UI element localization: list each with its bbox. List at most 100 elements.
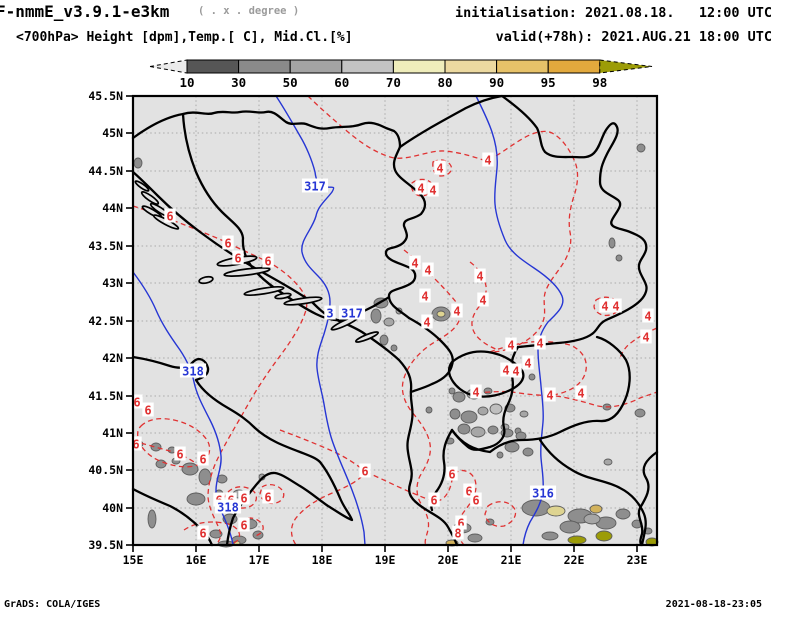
height-contour-label-text: 317 — [341, 307, 363, 321]
temp-contour-label-text: 6 — [144, 404, 151, 418]
temp-contour-label-text: 4 — [484, 154, 491, 168]
axis-labels: 15E 16E 17E 18E 19E 20E 21E 22E 23E 45.5N 45N 44.5N… — [88, 89, 647, 567]
colorbar-tick-label: 60 — [334, 75, 349, 90]
border-bulgaria-greece — [637, 450, 659, 547]
temp-contour-label-chip — [222, 235, 234, 250]
height-contour-label: 318 — [214, 499, 242, 515]
coastline-italy-adriatic — [131, 355, 354, 547]
temp-contour-label: 4 — [419, 288, 431, 304]
cloud-blob — [546, 505, 566, 517]
cloud-blob — [457, 423, 471, 435]
height-contour-label-chip — [214, 499, 242, 514]
lat-tick-label: 41.5N — [88, 389, 123, 403]
temp-contour-label: 4 — [575, 385, 587, 401]
temp-contour-label: 6 — [455, 515, 467, 531]
temp-contour-label-text: 6 — [264, 491, 271, 505]
temp-contour-label: 4 — [482, 152, 494, 168]
cloud-blob — [477, 406, 489, 416]
border-macedonia-south — [450, 335, 631, 454]
temp-contour-label-text: 4 — [644, 310, 651, 324]
island-sliver — [134, 180, 150, 192]
temp-contour-label: 4 — [477, 292, 489, 308]
temp-contour-label-text: 4 — [546, 389, 553, 403]
island-sliver — [140, 191, 160, 205]
temp-contour-label-chip — [640, 329, 652, 344]
cloud-blob — [636, 143, 646, 153]
island-sliver — [354, 331, 380, 343]
temp-contour-label: 6 — [130, 436, 142, 452]
cloud-blob — [583, 513, 601, 525]
temp-contour-label-chip — [642, 308, 654, 323]
lon-tick-label: 22E — [564, 553, 585, 567]
colorbar-segment — [186, 59, 240, 74]
country-border-layer — [131, 94, 659, 547]
temp-contour-label: 4 — [434, 160, 446, 176]
temp-contour-label: 6 — [164, 208, 176, 224]
cloud-blob — [467, 533, 483, 543]
cloud-blob — [483, 387, 493, 395]
temp-contour-label-text: 4 — [436, 162, 443, 176]
temp-contour-label-text: 6 — [133, 396, 140, 410]
temp-contour-label: 4 — [470, 384, 482, 400]
temp-contour-label-chip — [174, 446, 186, 461]
cloud-blob — [390, 344, 398, 352]
coastline-adriatic-east — [131, 170, 459, 547]
cloud-blob — [383, 317, 395, 327]
cloud-blob — [379, 334, 389, 346]
colorbar-tick-label: 30 — [231, 75, 246, 90]
temp-contour-label-chip — [422, 262, 434, 277]
cloud-blob — [209, 529, 223, 539]
chart-subtitle: <700hPa> Height [dpm],Temp.[ C], Mid.Cl.… — [16, 30, 353, 45]
temp-contour-label-text: 6 — [465, 485, 472, 499]
temp-contour-4-se-line — [555, 391, 658, 408]
cloud-blob — [147, 509, 157, 529]
colorbar-segment — [547, 59, 601, 74]
cloud-blob — [489, 403, 503, 415]
temp-contour-label-text: 4 — [411, 257, 418, 271]
border-danube-east — [398, 94, 648, 349]
colorbar-tick-label: 50 — [283, 75, 298, 90]
colorbar-tick-label: 95 — [541, 75, 556, 90]
temp-contour-label: 6 — [428, 492, 440, 508]
temp-contour-label-text: 4 — [642, 331, 649, 345]
temp-contour-label: 4 — [610, 298, 622, 314]
island-korcula — [243, 285, 285, 297]
temp-contour-label-text: 6 — [448, 468, 455, 482]
temp-contour-label: 4 — [474, 268, 486, 284]
temp-contour-label: 4 — [505, 337, 517, 353]
lat-tick-label: 42.5N — [88, 314, 123, 328]
temp-contour-label-chip — [409, 255, 421, 270]
border-montenegro — [407, 316, 454, 394]
temp-contour-label: 6 — [470, 492, 482, 508]
temp-contour-label: 6 — [238, 517, 250, 533]
cloud-blob — [370, 308, 382, 324]
cloud-blob — [515, 431, 527, 441]
temp-contour-label-chip — [510, 363, 522, 378]
temp-contour-label: 4 — [421, 314, 433, 330]
temp-contour-label-chip — [131, 394, 143, 409]
temp-contour-label-text: 4 — [577, 387, 584, 401]
temp-contour-label-chip — [470, 492, 482, 507]
temp-contour-label: 6 — [174, 446, 186, 462]
temp-contour-label: 6 — [222, 235, 234, 251]
temp-contour-label-chip — [434, 160, 446, 175]
temp-contour-label: 6 — [232, 250, 244, 266]
temp-contour-label-chip — [359, 463, 371, 478]
cloud-blob — [487, 425, 499, 435]
temp-contour-label-chip — [505, 337, 517, 352]
cloud-blob — [452, 391, 466, 403]
temp-contour-label-chip — [544, 387, 556, 402]
colorbar-tick-label: 10 — [179, 75, 194, 90]
temp-contour-label-text: 4 — [479, 294, 486, 308]
temp-contour-label-chip — [477, 292, 489, 307]
height-contour-label: 317 — [301, 178, 329, 194]
axis-ticks — [126, 95, 638, 552]
island-sliver — [274, 292, 292, 300]
temp-contour-label-chip — [482, 152, 494, 167]
cloud-blob — [186, 492, 206, 506]
temp-contour-label-text: 6 — [361, 465, 368, 479]
height-contour-label-text: 3 — [326, 307, 333, 321]
temp-contour-label-text: 6 — [132, 438, 139, 452]
temp-contour-label-chip — [238, 517, 250, 532]
